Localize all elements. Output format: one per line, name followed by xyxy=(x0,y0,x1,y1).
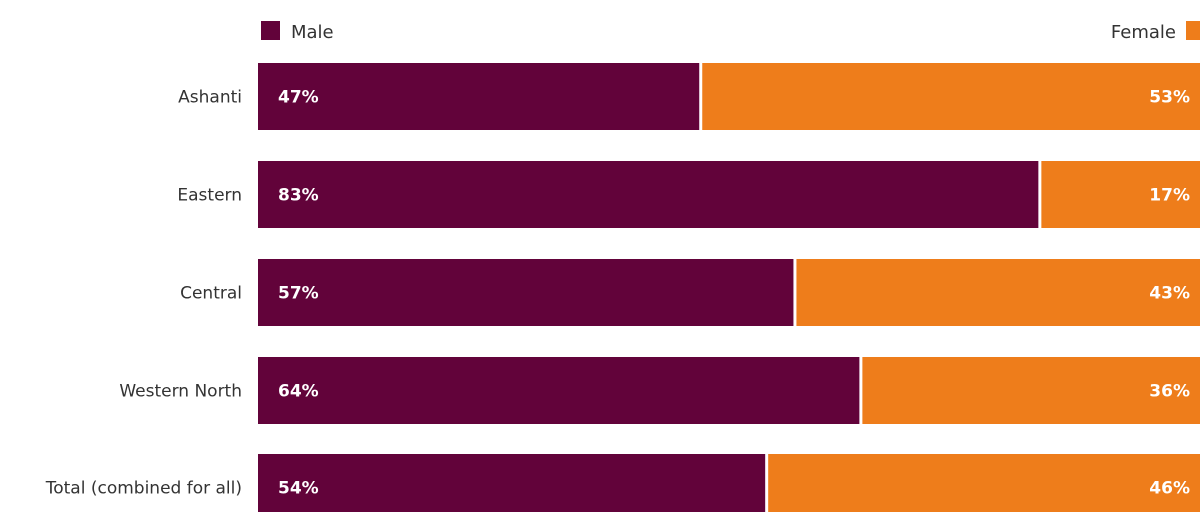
value-label-female-eastern: 17% xyxy=(1149,186,1190,206)
legend-swatch-female xyxy=(1186,21,1200,40)
legend-swatch-male xyxy=(261,21,280,40)
bar-male-eastern xyxy=(258,161,1039,228)
value-label-male-eastern: 83% xyxy=(278,186,319,206)
bar-male-central xyxy=(258,259,794,326)
bar-female-total-combined-for-all xyxy=(768,454,1200,512)
legend: Male Female xyxy=(261,21,1200,43)
bar-female-ashanti xyxy=(702,63,1200,130)
value-label-female-ashanti: 53% xyxy=(1149,88,1190,108)
value-label-male-total-combined-for-all: 54% xyxy=(278,479,319,499)
category-label-eastern: Eastern xyxy=(177,186,242,206)
value-label-female-central: 43% xyxy=(1149,284,1190,304)
bars-group: Ashanti 47% 53% Eastern 83% 17% Central 57% 43% W… xyxy=(45,63,1200,512)
legend-label-male: Male xyxy=(291,22,334,43)
category-label-total-combined-for-all: Total (combined for all) xyxy=(45,479,242,499)
value-label-male-central: 57% xyxy=(278,284,319,304)
value-label-female-total-combined-for-all: 46% xyxy=(1149,479,1190,499)
category-label-western-north: Western North xyxy=(119,382,242,402)
value-label-male-ashanti: 47% xyxy=(278,88,319,108)
bar-male-ashanti xyxy=(258,63,700,130)
bar-male-western-north xyxy=(258,357,860,424)
value-label-male-western-north: 64% xyxy=(278,382,319,402)
bar-female-western-north xyxy=(862,357,1200,424)
category-label-central: Central xyxy=(180,284,242,304)
category-label-ashanti: Ashanti xyxy=(178,88,242,108)
legend-label-female: Female xyxy=(1111,22,1176,43)
bar-female-eastern xyxy=(1041,161,1200,228)
bar-male-total-combined-for-all xyxy=(258,454,766,512)
value-label-female-western-north: 36% xyxy=(1149,382,1190,402)
bar-female-central xyxy=(796,259,1200,326)
